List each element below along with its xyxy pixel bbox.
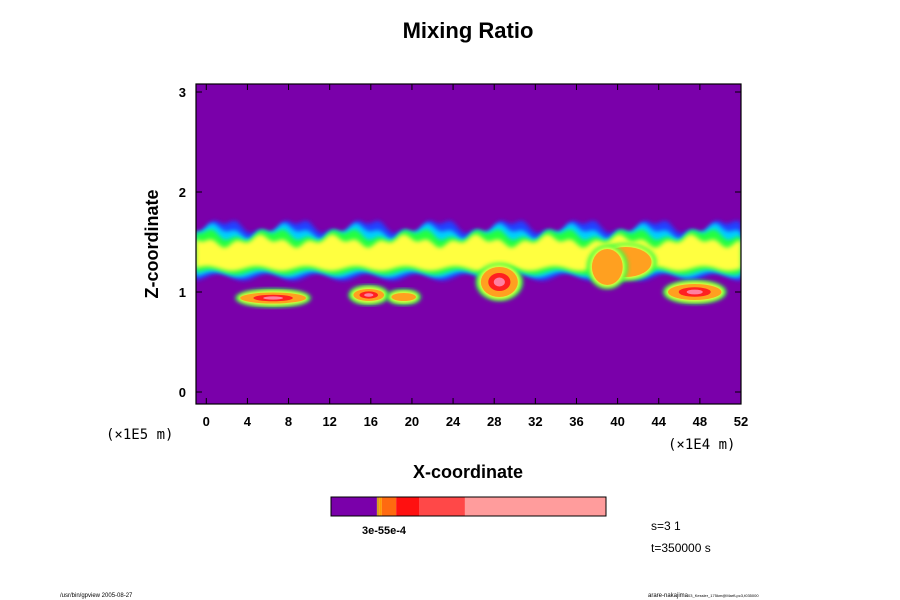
blob-peak-2 [364, 293, 374, 297]
x-tick-label: 12 [322, 414, 336, 429]
x-tick-label: 48 [693, 414, 707, 429]
footer-right-sub: 03_Kessler_175km@MarfLpc3,t035000 [688, 593, 759, 598]
y-scale-label: (×1E5 m) [106, 427, 173, 443]
y-tick-label: 2 [179, 185, 186, 200]
x-tick-label: 36 [569, 414, 583, 429]
y-tick-label: 0 [179, 385, 186, 400]
footer-left: /usr/bin/gpview 2005-08-27 [60, 593, 133, 599]
colorbar-segment-7 [464, 497, 606, 516]
colorbar-segment-2 [376, 497, 380, 516]
chart-title: Mixing Ratio [403, 18, 534, 43]
blob-peak-6 [686, 289, 703, 295]
footer-right: arare-nakajima03_Kessler_175km@MarfLpc3,… [648, 593, 759, 599]
colorbar-segment-4 [381, 497, 397, 516]
step-label: s=3 1 [651, 519, 681, 533]
colorbar-segment-6 [419, 497, 465, 516]
x-tick-label: 0 [203, 414, 210, 429]
colorbar-frame [330, 496, 607, 517]
mixing-ratio-field [196, 220, 741, 308]
blob-core-3 [391, 293, 417, 301]
blob-peak-1 [263, 296, 283, 300]
x-scale-label: (×1E4 m) [668, 437, 735, 453]
x-tick-label: 44 [652, 414, 667, 429]
x-tick-label: 20 [405, 414, 419, 429]
y-tick-label: 1 [179, 285, 186, 300]
x-tick-label: 32 [528, 414, 542, 429]
colorbar-segment-3 [379, 497, 382, 516]
colorbar-segment-1 [331, 497, 377, 516]
colorbar [331, 497, 606, 516]
footer-right-main: arare-nakajima [648, 593, 689, 599]
blob-peak-4 [493, 277, 505, 287]
y-axis-label: Z-coordinate [142, 189, 162, 298]
plot-frame [195, 83, 742, 405]
x-tick-label: 28 [487, 414, 501, 429]
time-label: t=350000 s [651, 541, 711, 555]
x-tick-label: 8 [285, 414, 292, 429]
x-tick-label: 4 [244, 414, 252, 429]
x-tick-label: 52 [734, 414, 748, 429]
colorbar-segment-5 [396, 497, 419, 516]
y-tick-label: 3 [179, 85, 186, 100]
colorbar-label: 3e-55e-4 [362, 525, 407, 537]
blob-core-7 [591, 249, 623, 285]
x-tick-label: 24 [446, 414, 461, 429]
x-tick-label: 40 [610, 414, 624, 429]
x-axis-label: X-coordinate [413, 462, 523, 482]
x-tick-label: 16 [364, 414, 378, 429]
